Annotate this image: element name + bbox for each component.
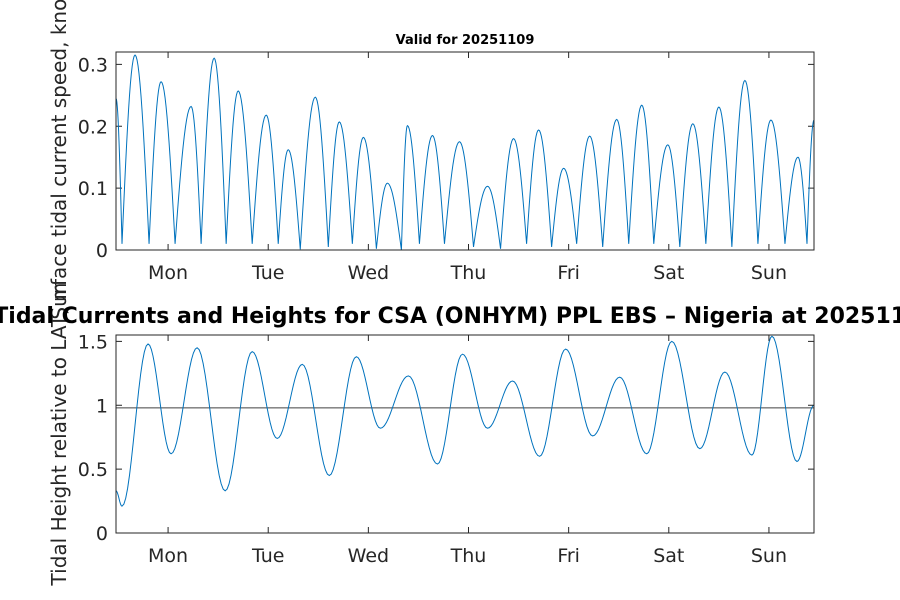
x-tick-label: Tue [251, 262, 284, 284]
y-tick-label: 1 [96, 395, 108, 417]
x-tick-label: Sat [653, 262, 684, 284]
height-axes-box [115, 334, 815, 534]
figure-title: Tidal Currents and Heights for CSA (ONHY… [0, 304, 900, 329]
speed-axes-box [115, 51, 815, 251]
speed-axes: Valid for 20251109 Surface tidal current… [47, 0, 815, 320]
y-tick-label: 0.2 [78, 116, 108, 138]
x-tick-label: Sat [653, 545, 684, 567]
speed-series-line [115, 54, 815, 251]
x-tick-label: Thu [450, 545, 487, 567]
x-tick-label: Wed [348, 262, 389, 284]
y-tick-label: 0 [96, 240, 108, 262]
y-tick-label: 0.3 [78, 54, 108, 76]
x-tick-label: Tue [251, 545, 284, 567]
x-tick-label: Fri [557, 262, 580, 284]
x-tick-label: Mon [148, 545, 188, 567]
x-tick-label: Wed [348, 545, 389, 567]
y-tick-label: 0.5 [78, 459, 108, 481]
height-axes: Mon Tue Wed Thu Fri Sat Sun 0 0.5 1 1.5 Tidal Heig… [47, 283, 815, 587]
height-ticks: Mon Tue Wed Thu Fri Sat Sun 0 0.5 1 1.5 [78, 331, 814, 567]
height-series-line [115, 335, 815, 507]
x-tick-label: Sun [751, 262, 787, 284]
x-tick-label: Fri [557, 545, 580, 567]
speed-chart-title: Valid for 20251109 [396, 33, 535, 48]
height-y-axis-label: Tidal Height relative to LAT, m [47, 283, 71, 587]
x-tick-label: Mon [148, 262, 188, 284]
speed-ticks: Mon Tue Wed Thu Fri Sat Sun 0 0.1 0.2 0.3 [78, 52, 814, 284]
x-tick-label: Thu [450, 262, 487, 284]
speed-y-axis-label: Surface tidal current speed, knots [47, 0, 71, 320]
y-tick-label: 0.1 [78, 178, 108, 200]
y-tick-label: 1.5 [78, 331, 108, 353]
x-tick-label: Sun [751, 545, 787, 567]
y-tick-label: 0 [96, 523, 108, 545]
